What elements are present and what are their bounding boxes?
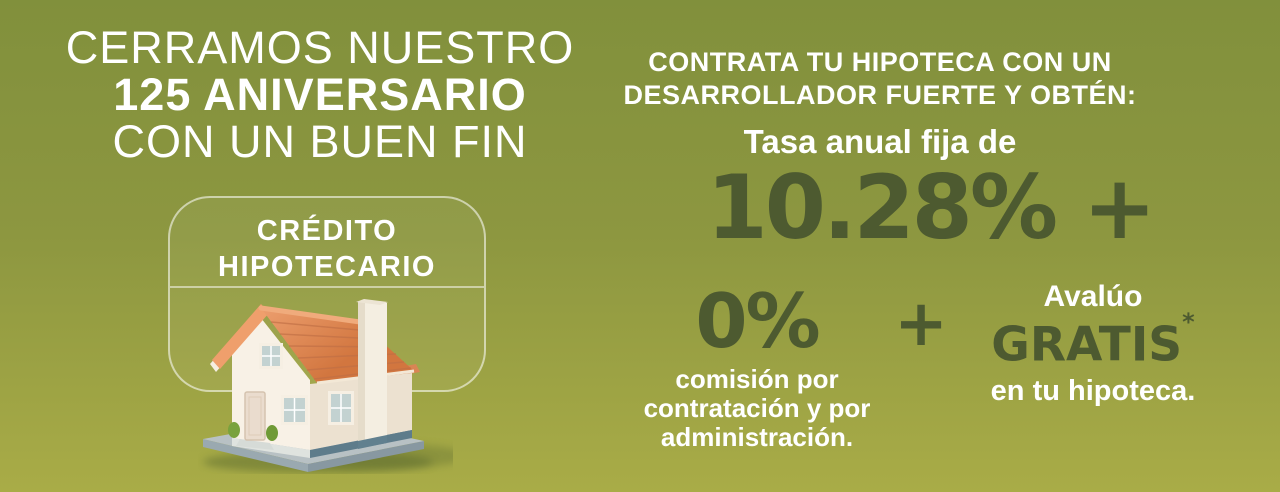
offer-header: CONTRATA TU HIPOTECA CON UN DESARROLLADO…	[600, 46, 1160, 112]
gratis-asterisk: *	[1182, 308, 1195, 336]
zero-percent-description: comisión por contratación y por administ…	[637, 365, 877, 452]
badge-title: CRÉDITO HIPOTECARIO	[170, 198, 484, 285]
anniversary-headline: CERRAMOS NUESTRO 125 ANIVERSARIO CON UN …	[40, 24, 600, 165]
appraisal-label: Avalúo	[1043, 280, 1143, 313]
rate-value: 10.28% +	[706, 156, 1157, 259]
house-illustration	[203, 299, 453, 473]
zero-percent-line3: administración.	[660, 422, 854, 452]
headline-line1: CERRAMOS NUESTRO	[65, 22, 575, 73]
gratis-text: GRATIS	[991, 317, 1183, 373]
appraisal-value: GRATIS*	[973, 308, 1213, 369]
badge-divider	[170, 286, 484, 288]
offer-free-appraisal: Avalúo GRATIS* en tu hipoteca.	[973, 281, 1213, 407]
headline-line2: 125 ANIVERSARIO	[113, 69, 527, 120]
zero-percent-value: 0%	[695, 277, 820, 365]
headline-line3: CON UN BUEN FIN	[112, 116, 528, 167]
offer-header-line1: CONTRATA TU HIPOTECA CON UN	[648, 47, 1112, 77]
rate-label: Tasa anual fija de	[743, 123, 1017, 160]
zero-percent-line2: contratación y por	[643, 393, 871, 423]
zero-percent-line1: comisión por	[675, 364, 839, 394]
offer-header-line2: DESARROLLADOR FUERTE Y OBTÉN:	[623, 80, 1137, 110]
badge-title-line2: HIPOTECARIO	[218, 251, 436, 283]
appraisal-sub: en tu hipoteca.	[990, 374, 1196, 407]
badge-title-line1: CRÉDITO	[256, 215, 398, 247]
plus-separator: +	[894, 287, 948, 361]
offer-zero-commission: 0% comisión por contratación y por admin…	[637, 277, 877, 452]
